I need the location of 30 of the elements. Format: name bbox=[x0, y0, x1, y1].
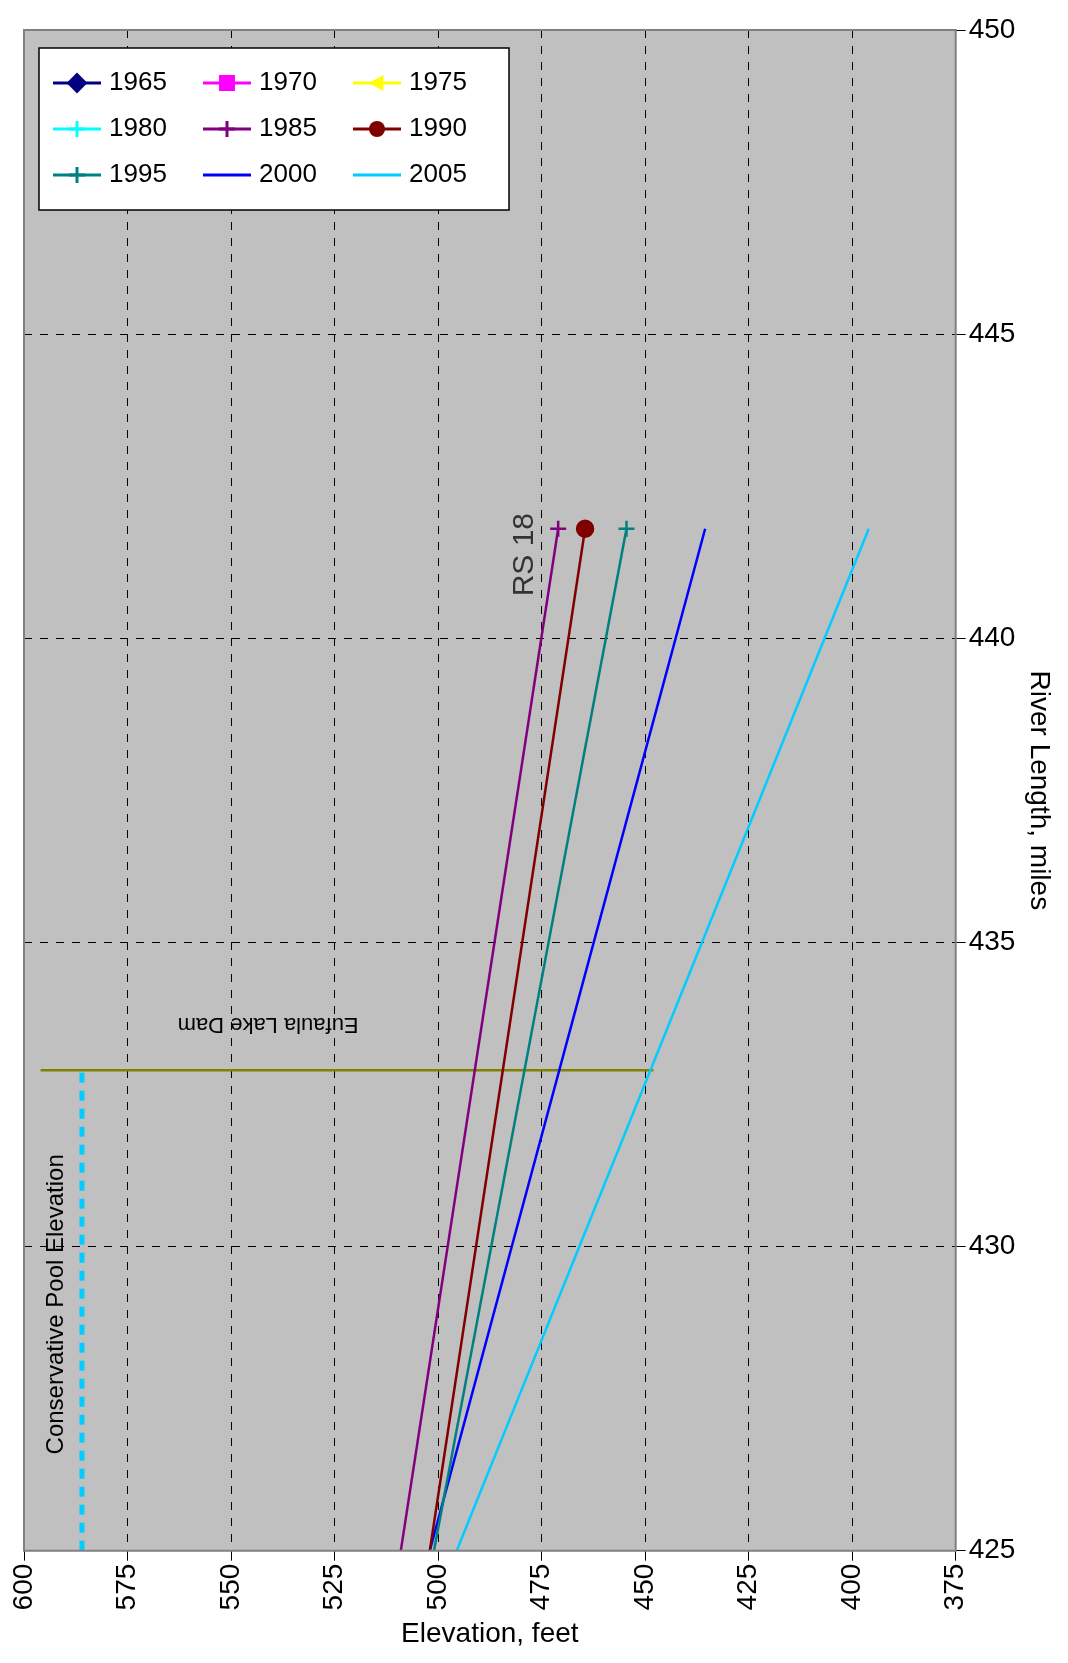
legend-label: 1970 bbox=[259, 66, 317, 97]
legend-label: 1980 bbox=[109, 112, 167, 143]
y-axis-title: River Length, miles bbox=[1025, 670, 1057, 911]
x-tick-label: 375 bbox=[938, 1563, 970, 1611]
x-tick-label: 575 bbox=[110, 1563, 142, 1611]
y-tick-label: 435 bbox=[968, 925, 1016, 957]
x-tick-label: 400 bbox=[834, 1563, 866, 1611]
legend-label: 1985 bbox=[259, 112, 317, 143]
legend-label: 1990 bbox=[409, 112, 467, 143]
legend-label: 2005 bbox=[409, 158, 467, 189]
annotation: RS 18 bbox=[505, 512, 539, 597]
x-tick-label: 425 bbox=[731, 1563, 763, 1611]
y-tick-label: 445 bbox=[968, 316, 1016, 348]
legend-label: 1995 bbox=[109, 158, 167, 189]
legend-label: 1965 bbox=[109, 66, 167, 97]
x-tick-label: 550 bbox=[213, 1563, 245, 1611]
x-tick-label: 500 bbox=[420, 1563, 452, 1611]
x-tick-label: 600 bbox=[6, 1563, 38, 1611]
annotation: Conservative Pool Elevation bbox=[41, 1154, 69, 1455]
legend-label: 2000 bbox=[259, 158, 317, 189]
x-tick-label: 475 bbox=[524, 1563, 556, 1611]
x-tick-label: 450 bbox=[627, 1563, 659, 1611]
legend-label: 1975 bbox=[409, 66, 467, 97]
annotation: Eufaula Lake Dam bbox=[177, 1013, 359, 1039]
x-tick-label: 525 bbox=[317, 1563, 349, 1611]
y-tick-label: 425 bbox=[968, 1533, 1016, 1565]
y-tick-label: 450 bbox=[968, 12, 1016, 44]
y-tick-label: 440 bbox=[968, 620, 1016, 652]
x-axis-title: Elevation, feet bbox=[401, 1616, 579, 1648]
y-tick-label: 430 bbox=[968, 1229, 1016, 1261]
